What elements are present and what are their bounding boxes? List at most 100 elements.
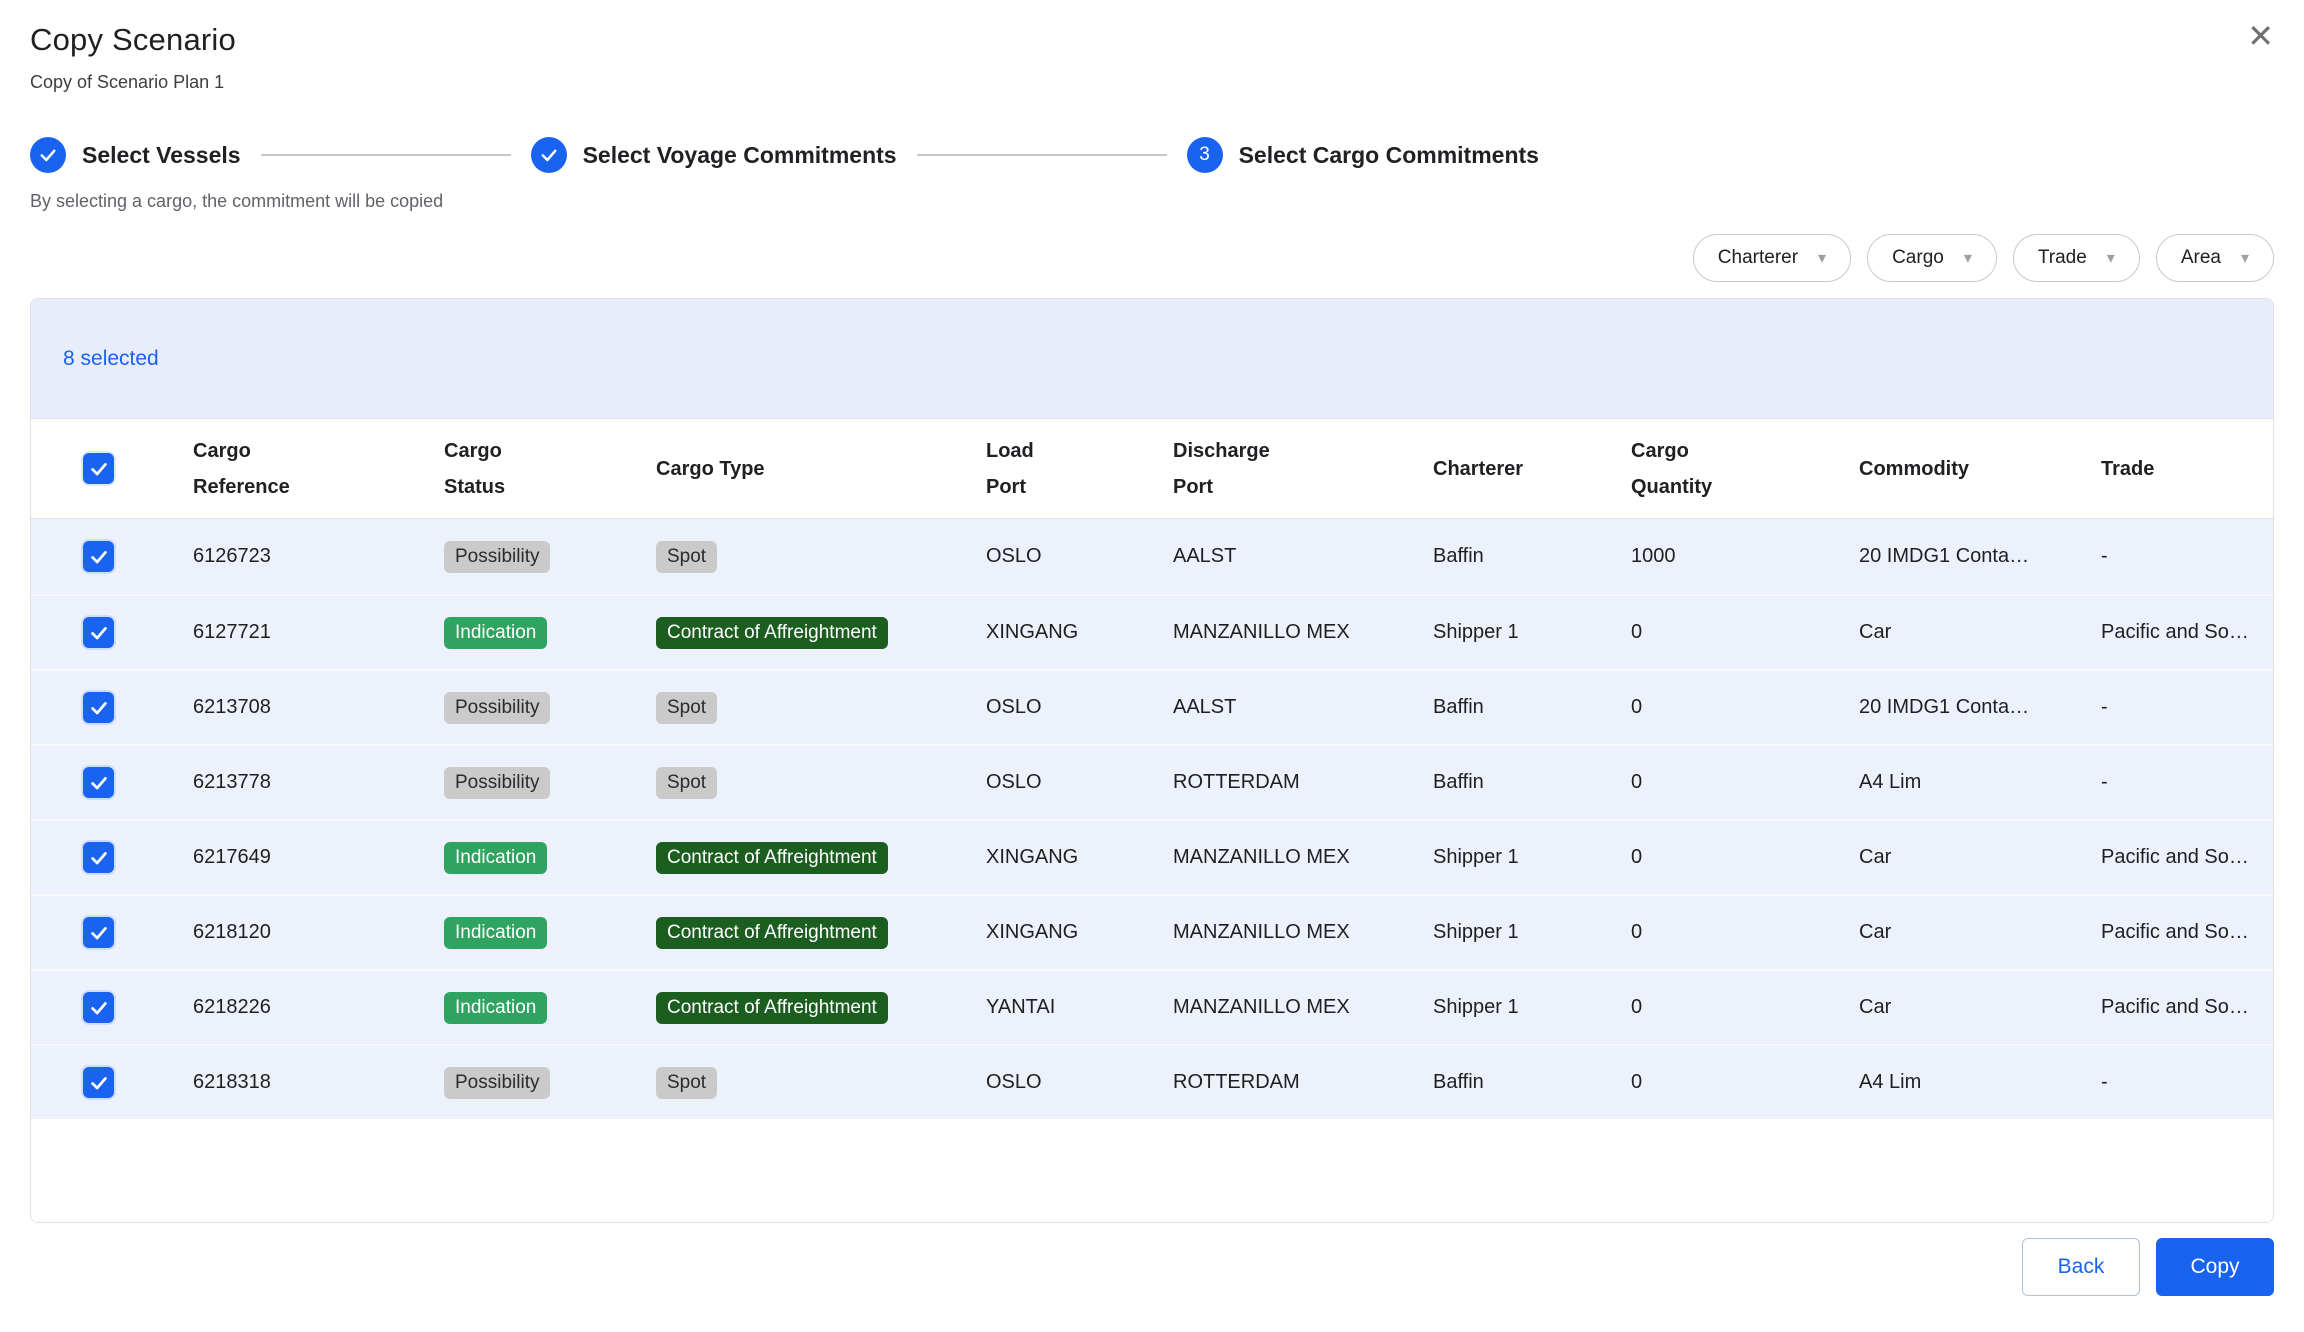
table-row[interactable]: 6213778 Possibility Spot OSLO ROTTERDAM … xyxy=(31,744,2273,819)
cargo-type-badge: Contract of Affreightment xyxy=(656,841,888,874)
table-row[interactable]: 6127721 Indication Contract of Affreight… xyxy=(31,594,2273,669)
selection-summary-band: 8 selected xyxy=(31,299,2273,419)
cargo-status-badge: Possibility xyxy=(444,766,551,799)
step-select-cargo-commitments[interactable]: 3 Select Cargo Commitments xyxy=(1186,137,1539,173)
cargo-reference-cell: 6127721 xyxy=(193,621,271,643)
cargo-commitments-table: 8 selected Cargo Reference Cargo Status … xyxy=(30,298,2274,1223)
step-select-vessels[interactable]: Select Vessels xyxy=(30,137,241,173)
commodity-cell: Car xyxy=(1859,846,1892,868)
step-label: Select Cargo Commitments xyxy=(1238,141,1539,168)
step-complete-check-icon xyxy=(530,137,567,173)
cargo-quantity-cell: 0 xyxy=(1631,921,1643,943)
column-header: Cargo Type xyxy=(656,457,765,480)
chevron-down-icon: ▾ xyxy=(2240,250,2249,267)
row-checkbox[interactable] xyxy=(83,1067,114,1098)
row-checkbox[interactable] xyxy=(83,842,114,873)
load-port-cell: XINGANG xyxy=(986,921,1079,943)
cargo-status-badge: Indication xyxy=(444,916,548,949)
discharge-port-cell: ROTTERDAM xyxy=(1173,771,1300,793)
close-icon[interactable]: ✕ xyxy=(2247,18,2274,54)
cargo-quantity-cell: 0 xyxy=(1631,621,1643,643)
load-port-cell: OSLO xyxy=(986,771,1042,793)
cargo-quantity-cell: 0 xyxy=(1631,996,1643,1018)
charterer-cell: Baffin xyxy=(1433,1071,1484,1093)
table-row[interactable]: 6218120 Indication Contract of Affreight… xyxy=(31,894,2273,969)
discharge-port-cell: MANZANILLO MEX xyxy=(1173,996,1350,1018)
trade-cell: Pacific and So… xyxy=(2101,921,2249,943)
cargo-status-badge: Indication xyxy=(444,841,548,874)
copy-button[interactable]: Copy xyxy=(2156,1238,2274,1296)
select-all-checkbox[interactable] xyxy=(83,453,114,484)
load-port-cell: XINGANG xyxy=(986,621,1079,643)
load-port-cell: OSLO xyxy=(986,1071,1042,1093)
cargo-quantity-cell: 0 xyxy=(1631,771,1643,793)
table-row[interactable]: 6213708 Possibility Spot OSLO AALST Baff… xyxy=(31,669,2273,744)
load-port-cell: YANTAI xyxy=(986,996,1056,1018)
trade-cell: Pacific and So… xyxy=(2101,996,2249,1018)
row-checkbox[interactable] xyxy=(83,541,114,572)
cargo-status-badge: Indication xyxy=(444,991,548,1024)
table-row[interactable]: 6218226 Indication Contract of Affreight… xyxy=(31,969,2273,1044)
discharge-port-cell: AALST xyxy=(1173,696,1237,718)
cargo-quantity-cell: 0 xyxy=(1631,1071,1643,1093)
cargo-reference-cell: 6213708 xyxy=(193,696,271,718)
column-header: Trade xyxy=(2101,457,2155,480)
scenario-name-subtitle: Copy of Scenario Plan 1 xyxy=(30,72,225,92)
discharge-port-cell: MANZANILLO MEX xyxy=(1173,846,1350,868)
charterer-cell: Shipper 1 xyxy=(1433,921,1519,943)
column-header: Cargo Reference xyxy=(193,439,290,498)
cargo-status-badge: Indication xyxy=(444,616,548,649)
stepper: Select Vessels Select Voyage Commitments… xyxy=(30,137,2274,173)
step-number-badge: 3 xyxy=(1186,137,1223,173)
column-header: Charterer xyxy=(1433,457,1524,480)
page-title: Copy Scenario xyxy=(30,22,236,57)
commodity-cell: A4 Lim xyxy=(1859,771,1922,793)
column-header: Cargo Status xyxy=(444,439,506,498)
trade-cell: - xyxy=(2101,545,2108,567)
table-empty-space xyxy=(31,1119,2273,1222)
row-checkbox[interactable] xyxy=(83,617,114,648)
cargo-type-badge: Contract of Affreightment xyxy=(656,616,888,649)
commodity-cell: A4 Lim xyxy=(1859,1071,1922,1093)
cargo-status-badge: Possibility xyxy=(444,540,551,573)
commodity-cell: 20 IMDG1 Conta… xyxy=(1859,545,2030,567)
step-label: Select Vessels xyxy=(82,141,241,168)
table-header-row: Cargo Reference Cargo Status Cargo Type … xyxy=(31,419,2273,519)
table-row[interactable]: 6126723 Possibility Spot OSLO AALST Baff… xyxy=(31,519,2273,594)
row-checkbox[interactable] xyxy=(83,692,114,723)
cargo-quantity-cell: 1000 xyxy=(1631,545,1676,567)
column-header: Commodity xyxy=(1859,457,1969,480)
row-checkbox[interactable] xyxy=(83,992,114,1023)
load-port-cell: OSLO xyxy=(986,696,1042,718)
row-checkbox[interactable] xyxy=(83,917,114,948)
filter-chip[interactable]: Area ▾ xyxy=(2155,234,2274,282)
filter-chip[interactable]: Charterer ▾ xyxy=(1692,234,1852,282)
trade-cell: Pacific and So… xyxy=(2101,621,2249,643)
charterer-cell: Shipper 1 xyxy=(1433,996,1519,1018)
column-header: Cargo Quantity xyxy=(1631,439,1713,498)
step-label: Select Voyage Commitments xyxy=(582,141,897,168)
cargo-type-badge: Spot xyxy=(656,766,718,799)
stepper-connector xyxy=(260,154,511,156)
back-button[interactable]: Back xyxy=(2022,1238,2140,1296)
discharge-port-cell: ROTTERDAM xyxy=(1173,1071,1300,1093)
table-row[interactable]: 6218318 Possibility Spot OSLO ROTTERDAM … xyxy=(31,1044,2273,1119)
table-row[interactable]: 6217649 Indication Contract of Affreight… xyxy=(31,819,2273,894)
step-select-voyage-commitments[interactable]: Select Voyage Commitments xyxy=(530,137,897,173)
cargo-reference-cell: 6218226 xyxy=(193,996,271,1018)
row-checkbox[interactable] xyxy=(83,767,114,798)
step-description: By selecting a cargo, the commitment wil… xyxy=(30,191,444,211)
discharge-port-cell: AALST xyxy=(1173,545,1237,567)
chevron-down-icon: ▾ xyxy=(1818,250,1827,267)
commodity-cell: Car xyxy=(1859,921,1892,943)
dialog-footer: Back Copy xyxy=(30,1238,2274,1296)
filter-chip[interactable]: Trade ▾ xyxy=(2012,234,2140,282)
cargo-type-badge: Spot xyxy=(656,1066,718,1099)
charterer-cell: Baffin xyxy=(1433,771,1484,793)
chevron-down-icon: ▾ xyxy=(2106,250,2115,267)
column-header: Load Port xyxy=(986,439,1034,498)
trade-cell: - xyxy=(2101,1071,2108,1093)
filter-chip[interactable]: Cargo ▾ xyxy=(1867,234,1997,282)
charterer-cell: Baffin xyxy=(1433,545,1484,567)
